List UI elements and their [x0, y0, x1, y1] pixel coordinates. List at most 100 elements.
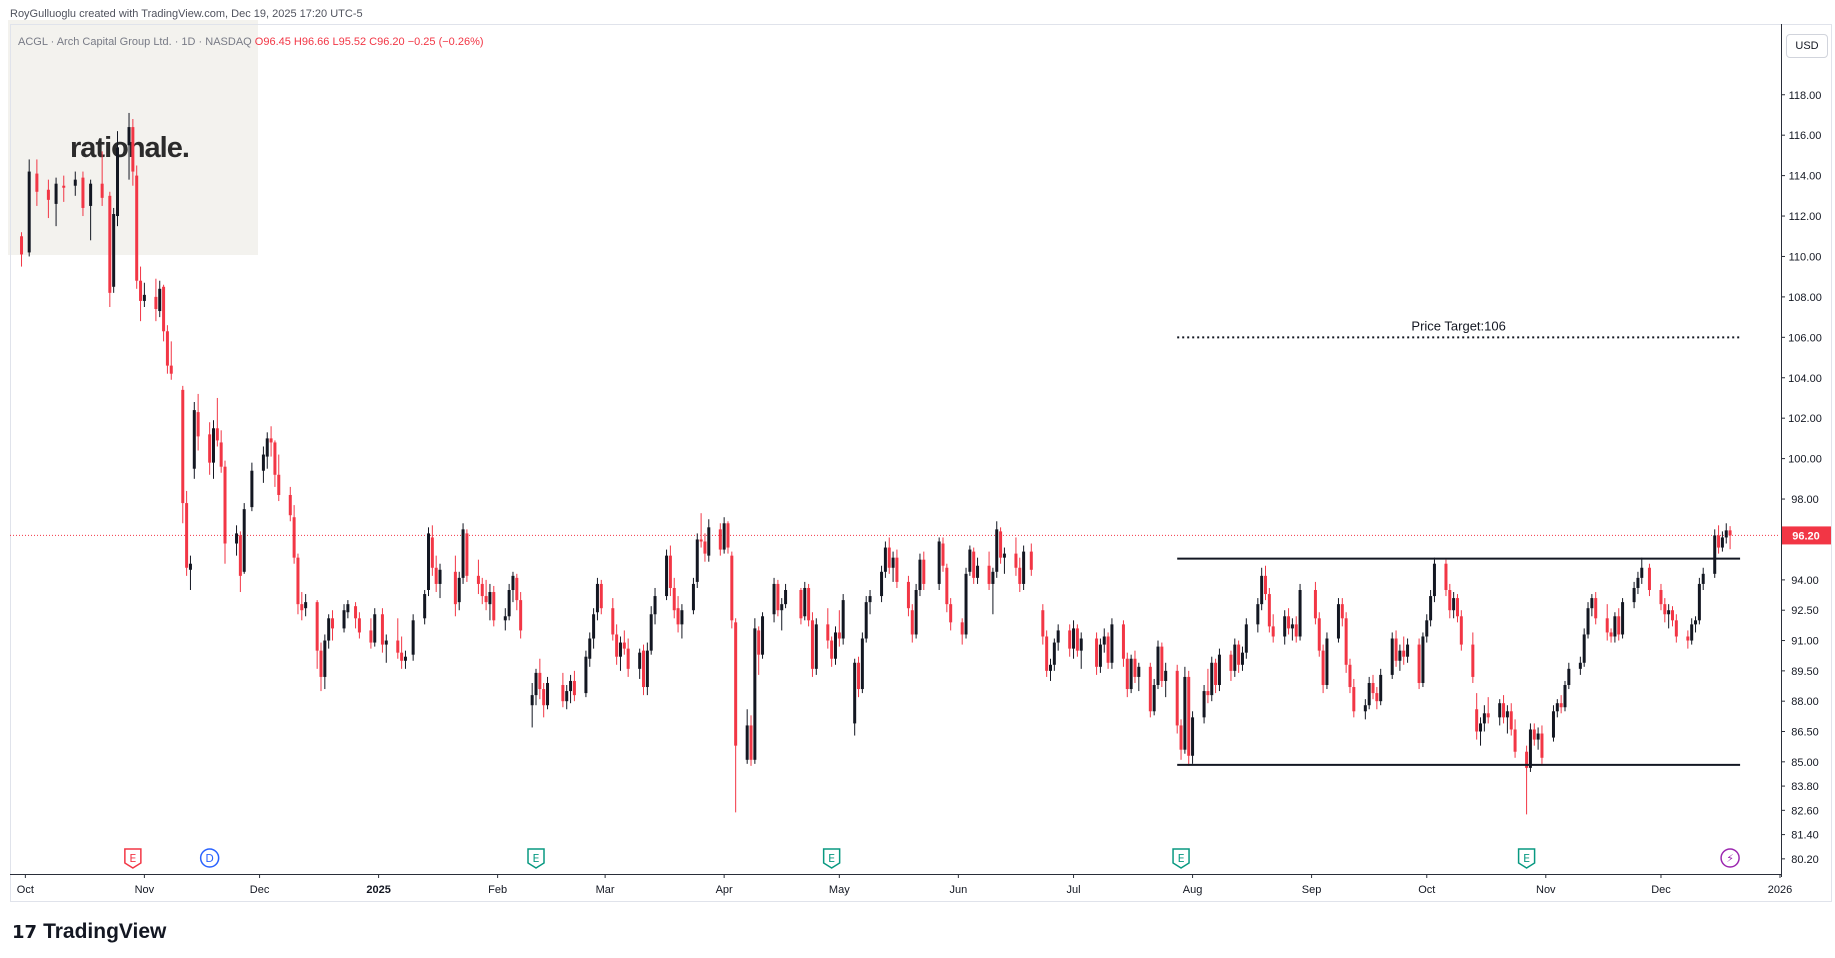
candle-body[interactable]	[62, 185, 66, 188]
candle-body[interactable]	[864, 602, 868, 639]
candle-body[interactable]	[188, 563, 192, 570]
candle-body[interactable]	[1029, 551, 1033, 570]
candle-body[interactable]	[288, 494, 292, 516]
candle-body[interactable]	[826, 624, 830, 641]
candle-body[interactable]	[1175, 670, 1179, 726]
candle-body[interactable]	[158, 288, 162, 312]
candle-body[interactable]	[707, 527, 711, 556]
candle-body[interactable]	[891, 557, 895, 568]
candle-body[interactable]	[618, 642, 622, 657]
candle-body[interactable]	[1590, 598, 1594, 609]
candle-body[interactable]	[1578, 662, 1582, 669]
candle-body[interactable]	[972, 551, 976, 578]
candle-body[interactable]	[1444, 563, 1448, 590]
candle-body[interactable]	[860, 638, 864, 690]
candle-body[interactable]	[1325, 638, 1329, 686]
candle-body[interactable]	[592, 614, 596, 639]
candle-body[interactable]	[649, 614, 653, 651]
candle-body[interactable]	[1686, 636, 1690, 641]
candle-body[interactable]	[1528, 729, 1532, 768]
candle-body[interactable]	[718, 529, 722, 550]
candle-body[interactable]	[803, 587, 807, 617]
candle-body[interactable]	[20, 236, 24, 255]
candle-body[interactable]	[699, 539, 703, 542]
candle-body[interactable]	[1348, 664, 1352, 688]
candle-body[interactable]	[941, 543, 945, 566]
candle-body[interactable]	[1582, 634, 1586, 663]
candle-body[interactable]	[342, 610, 346, 629]
candle-body[interactable]	[1701, 573, 1705, 584]
candle-body[interactable]	[1264, 575, 1268, 595]
candle-body[interactable]	[780, 604, 784, 611]
candle-body[interactable]	[565, 691, 569, 702]
candle-body[interactable]	[868, 596, 872, 603]
candle-body[interactable]	[461, 529, 465, 578]
candle-body[interactable]	[1513, 729, 1517, 752]
candle-body[interactable]	[1479, 723, 1483, 732]
candle-body[interactable]	[430, 537, 434, 568]
candle-body[interactable]	[1072, 628, 1076, 649]
candle-body[interactable]	[987, 565, 991, 584]
candle-body[interactable]	[745, 725, 749, 760]
candle-body[interactable]	[400, 652, 404, 661]
candle-body[interactable]	[1317, 618, 1321, 651]
candle-body[interactable]	[546, 682, 550, 706]
candle-body[interactable]	[830, 640, 834, 659]
candle-body[interactable]	[1486, 713, 1490, 718]
candle-body[interactable]	[211, 428, 215, 463]
candle-body[interactable]	[1098, 644, 1102, 667]
candle-body[interactable]	[542, 689, 546, 706]
candle-body[interactable]	[1636, 577, 1640, 588]
candle-body[interactable]	[1551, 711, 1555, 738]
candle-body[interactable]	[357, 618, 361, 633]
candle-body[interactable]	[507, 590, 511, 617]
candle-body[interactable]	[327, 618, 331, 641]
candle-body[interactable]	[695, 539, 699, 582]
candle-body[interactable]	[1394, 638, 1398, 661]
candle-body[interactable]	[672, 587, 676, 611]
candle-body[interactable]	[1475, 709, 1479, 732]
earnings-icon[interactable]	[527, 848, 545, 869]
candle-body[interactable]	[1663, 604, 1667, 615]
candle-body[interactable]	[776, 583, 780, 611]
candle-body[interactable]	[465, 533, 469, 576]
candle-body[interactable]	[991, 571, 995, 584]
candle-body[interactable]	[1048, 664, 1052, 671]
candle-body[interactable]	[1498, 703, 1502, 718]
candle-body[interactable]	[396, 640, 400, 653]
earnings-icon[interactable]	[822, 848, 841, 869]
candle-body[interactable]	[1502, 703, 1506, 718]
candle-body[interactable]	[1406, 644, 1410, 657]
candle-body[interactable]	[857, 662, 861, 690]
candle-body[interactable]	[223, 466, 227, 544]
candle-body[interactable]	[1563, 685, 1567, 708]
candle-body[interactable]	[999, 531, 1003, 558]
candle-body[interactable]	[219, 442, 223, 467]
candle-body[interactable]	[1152, 685, 1156, 712]
candle-body[interactable]	[215, 428, 219, 441]
candle-body[interactable]	[331, 618, 335, 629]
candle-body[interactable]	[1283, 616, 1287, 637]
candle-body[interactable]	[1133, 658, 1137, 677]
candle-body[interactable]	[369, 630, 373, 643]
candle-body[interactable]	[1267, 594, 1271, 627]
candle-body[interactable]	[749, 725, 753, 760]
candle-body[interactable]	[949, 604, 953, 623]
candle-body[interactable]	[1429, 596, 1433, 621]
candle-body[interactable]	[599, 583, 603, 609]
candle-body[interactable]	[1106, 636, 1110, 663]
candle-body[interactable]	[538, 672, 542, 690]
candle-body[interactable]	[304, 602, 308, 609]
candle-body[interactable]	[1340, 604, 1344, 619]
candle-body[interactable]	[1336, 604, 1340, 639]
candle-body[interactable]	[1536, 733, 1540, 740]
candle-body[interactable]	[46, 189, 50, 200]
candle-body[interactable]	[1532, 729, 1536, 740]
candle-body[interactable]	[1229, 654, 1233, 671]
candle-body[interactable]	[584, 656, 588, 694]
candle-body[interactable]	[277, 474, 281, 495]
candle-body[interactable]	[1609, 632, 1613, 637]
candle-body[interactable]	[1052, 642, 1056, 665]
candle-body[interactable]	[373, 614, 377, 643]
candle-body[interactable]	[384, 640, 388, 645]
